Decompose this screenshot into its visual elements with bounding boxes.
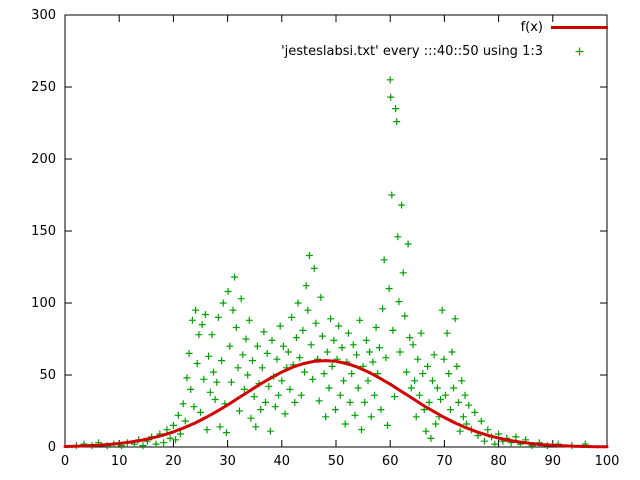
svg-text:80: 80	[490, 454, 507, 469]
svg-text:50: 50	[39, 368, 56, 383]
y-axis-ticks	[65, 14, 607, 448]
svg-text:90: 90	[545, 454, 562, 469]
svg-text:60: 60	[382, 454, 399, 469]
svg-text:300: 300	[31, 8, 56, 23]
fx-curve	[63, 359, 609, 449]
svg-text:10: 10	[111, 454, 128, 469]
x-axis-ticks	[64, 15, 608, 447]
legend-label-datafile: 'jesteslabsi.txt' every :::40::50 using …	[281, 43, 543, 59]
scatter-points	[72, 76, 589, 450]
svg-text:40: 40	[274, 454, 291, 469]
svg-text:100: 100	[31, 296, 56, 311]
svg-text:250: 250	[31, 80, 56, 95]
svg-text:0: 0	[48, 440, 56, 455]
svg-text:0: 0	[61, 454, 69, 469]
legend-entry-points: 'jesteslabsi.txt' every :::40::50 using …	[281, 40, 608, 62]
svg-text:30: 30	[219, 454, 236, 469]
green-plus-sample-icon	[551, 40, 608, 62]
svg-text:20: 20	[165, 454, 182, 469]
x-axis-labels: 0 10 20 30 40 50 60 70 80 90 100	[61, 454, 620, 469]
svg-text:50: 50	[328, 454, 345, 469]
svg-text:100: 100	[595, 454, 620, 469]
svg-text:70: 70	[436, 454, 453, 469]
legend: f(x) 'jesteslabsi.txt' every :::40::50 u…	[281, 16, 608, 62]
svg-text:150: 150	[31, 224, 56, 239]
y-axis-labels: 0 50 100 150 200 250 300	[31, 8, 56, 455]
red-line-sample-icon	[551, 16, 608, 38]
svg-text:200: 200	[31, 152, 56, 167]
legend-entry-line: f(x)	[521, 16, 608, 38]
legend-label-fx: f(x)	[520, 19, 543, 35]
plot-border	[64, 14, 608, 448]
